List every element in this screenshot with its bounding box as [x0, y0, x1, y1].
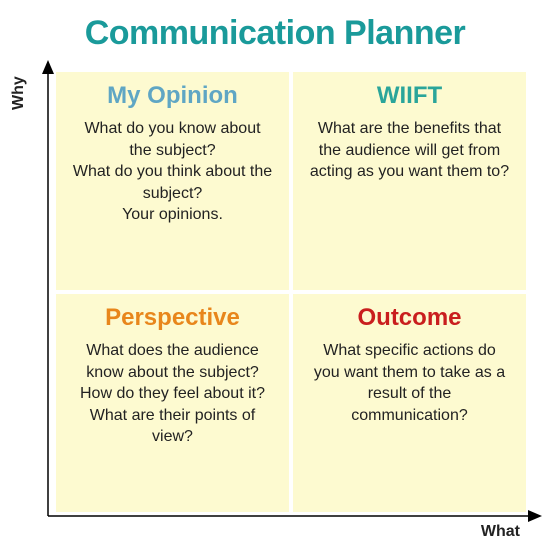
quadrant-body: What does the audience know about the su…	[72, 340, 273, 448]
quadrant-my-opinion: My Opinion What do you know about the su…	[56, 72, 289, 290]
quadrant-body: What do you know about the subject? What…	[72, 118, 273, 226]
quadrant-body: What are the benefits that the audience …	[309, 118, 510, 183]
quadrant-wiift: WIIFT What are the benefits that the aud…	[293, 72, 526, 290]
quadrant-title: My Opinion	[107, 82, 238, 110]
quadrant-title: WIIFT	[377, 82, 442, 110]
y-axis-label: Why	[10, 76, 28, 110]
quadrant-body: What specific actions do you want them t…	[309, 340, 510, 426]
quadrant-grid: My Opinion What do you know about the su…	[56, 72, 526, 512]
quadrant-outcome: Outcome What specific actions do you wan…	[293, 294, 526, 512]
quadrant-title: Outcome	[357, 304, 461, 332]
quadrant-perspective: Perspective What does the audience know …	[56, 294, 289, 512]
page-title: Communication Planner	[0, 14, 550, 53]
quadrant-title: Perspective	[105, 304, 240, 332]
x-axis-label: What	[481, 523, 520, 541]
